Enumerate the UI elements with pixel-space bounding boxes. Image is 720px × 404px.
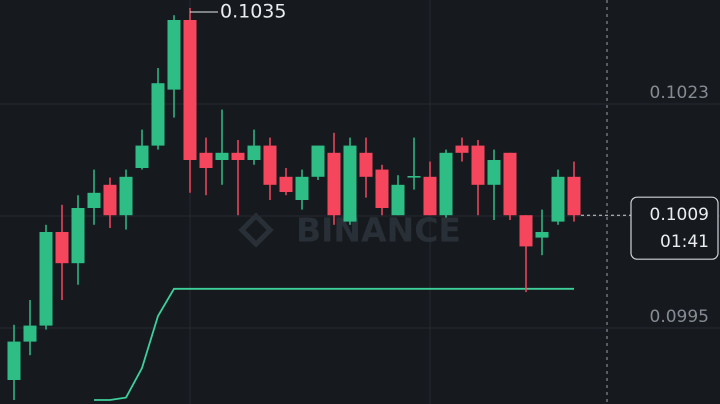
candle-body — [135, 145, 149, 168]
y-tick-label: 0.0995 — [650, 307, 709, 327]
watermark-logo — [238, 212, 274, 248]
candle-body — [503, 152, 517, 216]
candle-body — [231, 152, 245, 160]
candle-body — [215, 152, 229, 160]
candle-body — [119, 176, 133, 216]
candle-body — [87, 192, 101, 208]
candle-body — [247, 145, 261, 160]
candle-body — [471, 145, 485, 185]
candle-body — [551, 176, 565, 222]
candle-body — [359, 152, 373, 177]
candle-body — [439, 152, 453, 216]
candle-body — [103, 184, 117, 216]
y-tick-label: 0.1023 — [650, 83, 709, 103]
candle-body — [423, 176, 437, 216]
candle-body — [55, 232, 69, 264]
watermark-text: BINANCE — [296, 211, 461, 250]
candle-body — [23, 325, 37, 342]
candle-body — [455, 145, 469, 153]
candle-body — [343, 145, 357, 222]
candle-body — [519, 215, 533, 247]
candle-body — [151, 83, 165, 146]
high-annotation: 0.1035 — [220, 1, 286, 23]
candle-body — [295, 176, 309, 200]
countdown: 01:41 — [660, 232, 709, 252]
candle-body — [183, 20, 197, 160]
candle-body — [327, 152, 341, 216]
candle-body — [375, 169, 389, 208]
candle-body — [7, 341, 21, 380]
candle-body — [263, 145, 277, 185]
candle-body — [567, 176, 581, 216]
candle-body — [279, 176, 293, 192]
indicator-line — [94, 287, 574, 401]
candle-body — [487, 160, 501, 185]
candle-body — [407, 176, 421, 178]
last-price-box — [630, 196, 719, 260]
candle-body — [535, 232, 549, 238]
candle-body — [39, 232, 53, 326]
candle-body — [167, 20, 181, 90]
candle-body — [71, 208, 85, 264]
candle-body — [311, 145, 325, 177]
candle-body — [199, 152, 213, 168]
last-price-label: 0.1009 — [650, 205, 709, 225]
candle-body — [391, 184, 405, 216]
watermark: BINANCE — [238, 211, 461, 250]
